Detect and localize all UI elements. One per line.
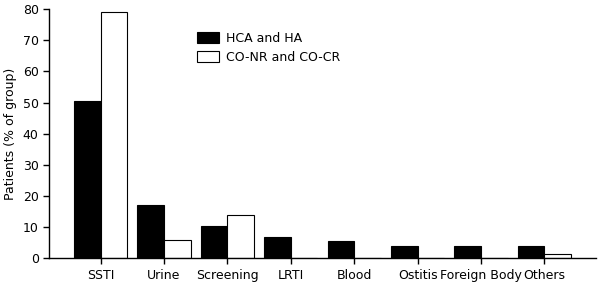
Bar: [74, 101, 101, 259]
Y-axis label: Patients (% of group): Patients (% of group): [4, 68, 17, 200]
Bar: [101, 12, 127, 259]
Bar: [264, 237, 291, 259]
Bar: [164, 240, 191, 259]
Bar: [201, 226, 227, 259]
Bar: [391, 246, 418, 259]
Bar: [518, 246, 544, 259]
Bar: [227, 215, 254, 259]
Bar: [544, 254, 571, 259]
Legend: HCA and HA, CO-NR and CO-CR: HCA and HA, CO-NR and CO-CR: [193, 28, 344, 67]
Bar: [454, 246, 481, 259]
Bar: [137, 205, 164, 259]
Bar: [328, 241, 354, 259]
